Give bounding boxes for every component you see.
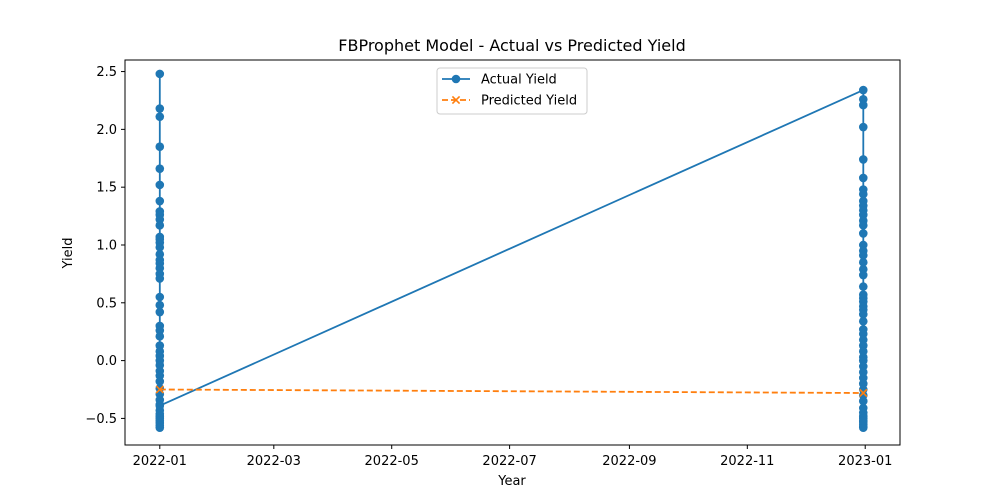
- data-point: [155, 104, 165, 113]
- x-tick-label: 2022-11: [720, 454, 774, 469]
- data-point: [858, 221, 868, 230]
- data-point: [155, 307, 165, 317]
- data-point: [858, 100, 868, 110]
- legend-swatch-marker: [451, 95, 461, 105]
- data-point: [858, 282, 868, 291]
- legend-item: Actual Yield: [442, 73, 557, 88]
- data-point: [858, 189, 868, 199]
- x-tick-label: 2023-01: [838, 454, 892, 469]
- x-tick-label: 2022-05: [365, 454, 419, 469]
- data-point: [859, 388, 868, 398]
- legend-swatch-marker: [451, 74, 461, 84]
- legend: Actual Yield Predicted Yield: [436, 67, 588, 115]
- y-tick-label: −0.5: [85, 412, 117, 427]
- legend-label: Predicted Yield: [481, 94, 577, 109]
- chart-title: FBProphet Model - Actual vs Predicted Yi…: [338, 36, 685, 55]
- data-point: [155, 274, 165, 283]
- data-point: [155, 332, 165, 341]
- data-point: [858, 122, 868, 132]
- data-point: [155, 180, 165, 190]
- y-tick-label: 2.5: [96, 65, 117, 80]
- data-point: [858, 396, 868, 406]
- data-point: [155, 401, 165, 410]
- y-tick-label: 0.0: [96, 354, 117, 369]
- data-point: [155, 112, 165, 121]
- series-line: [159, 388, 864, 394]
- plot-frame: [124, 59, 901, 446]
- data-point: [155, 69, 165, 79]
- data-point: [858, 270, 868, 280]
- data-point: [858, 310, 868, 319]
- axis-ticks: 2022-01 2022-03 2022-05 2022-07 2022-09 2022-…: [85, 65, 892, 469]
- data-point: [155, 423, 165, 432]
- plot-area: [155, 69, 868, 432]
- y-axis-label: Yield: [61, 238, 76, 270]
- data-point: [858, 258, 868, 267]
- legend-box: [436, 67, 588, 115]
- data-point: [858, 416, 868, 426]
- data-point: [155, 142, 165, 152]
- y-tick-label: 2.0: [96, 123, 117, 138]
- y-tick-label: 1.5: [96, 181, 117, 196]
- data-point: [858, 85, 868, 95]
- legend-label: Actual Yield: [481, 73, 557, 88]
- x-tick-label: 2022-09: [602, 454, 656, 469]
- x-tick-label: 2022-03: [247, 454, 301, 469]
- data-point: [155, 377, 165, 386]
- series-line: [158, 73, 865, 429]
- series-predicted-yield: [155, 385, 868, 398]
- y-tick-label: 0.5: [96, 296, 117, 311]
- data-point: [858, 155, 868, 164]
- y-tick-label: 1.0: [96, 238, 117, 253]
- data-point: [858, 229, 868, 238]
- data-point: [155, 242, 165, 252]
- x-tick-label: 2022-07: [482, 454, 536, 469]
- data-point: [155, 385, 164, 394]
- data-point: [858, 316, 868, 326]
- data-point: [858, 423, 868, 432]
- data-point: [858, 173, 868, 183]
- data-point: [155, 300, 165, 310]
- data-point: [155, 164, 165, 173]
- x-tick-label: 2022-01: [133, 454, 187, 469]
- x-axis-label: Year: [497, 474, 526, 489]
- data-point: [155, 196, 165, 206]
- data-point: [155, 292, 165, 302]
- series-actual-yield: [155, 69, 868, 432]
- data-point: [155, 221, 165, 230]
- legend-item: Predicted Yield: [442, 94, 577, 109]
- data-point: [858, 251, 868, 260]
